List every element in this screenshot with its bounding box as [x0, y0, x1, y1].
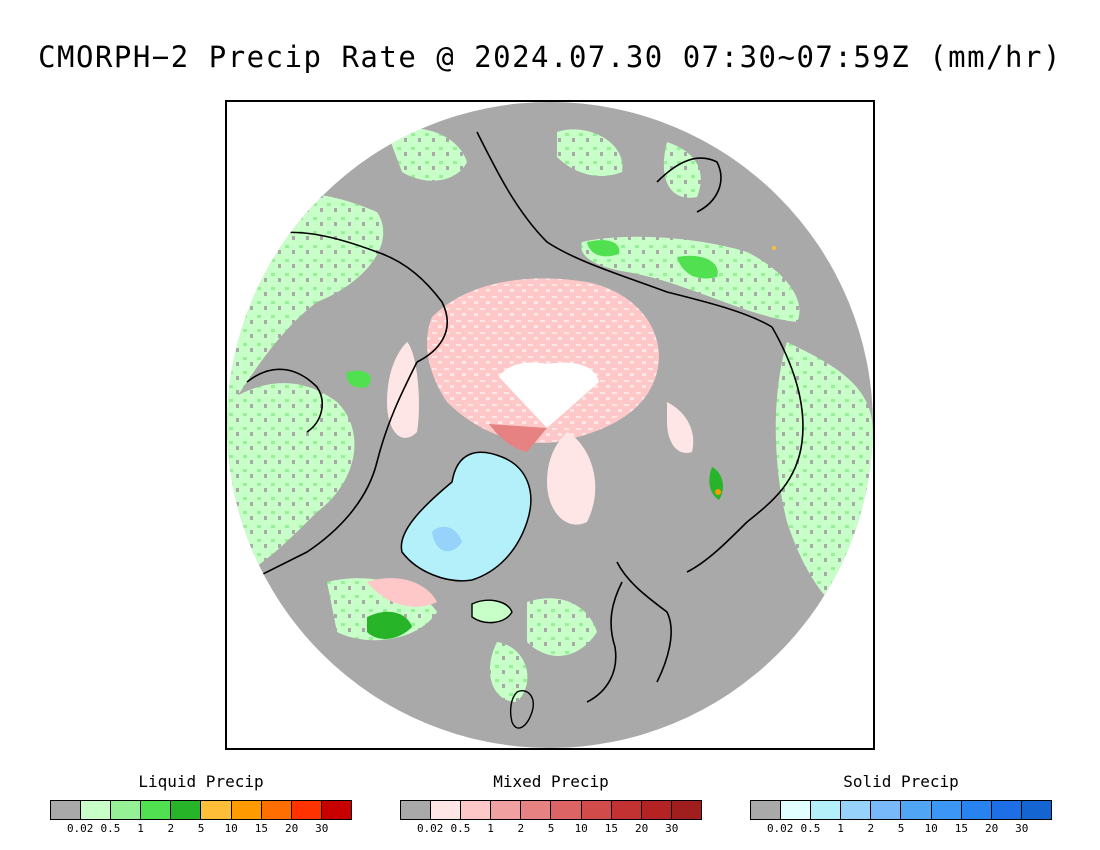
heavy-liquid-cells [346, 240, 776, 639]
legend-swatch [81, 801, 112, 819]
coastlines [246, 131, 804, 703]
mixed-heavy-wedge [489, 424, 547, 452]
legend-title: Mixed Precip [493, 772, 609, 791]
legend-swatch [991, 801, 1022, 819]
legend-tick-label: 0.02 [416, 822, 444, 835]
legend-swatch [841, 801, 872, 819]
legend-swatch [1021, 801, 1051, 819]
legend-tick-label: 15 [254, 822, 269, 835]
legend-tick-label: 5 [197, 822, 205, 835]
greenland-solid-precip [432, 526, 462, 552]
legend-title: Liquid Precip [138, 772, 264, 791]
legend-swatch [811, 801, 842, 819]
legend-tick-label: 30 [1015, 822, 1029, 835]
legend-swatch [201, 801, 232, 819]
legend-swatch [581, 801, 612, 819]
legend-swatch [931, 801, 962, 819]
legend-colorbar [750, 800, 1052, 820]
legend-tick-label: 1 [837, 822, 844, 835]
legend-tick-label: 5 [547, 822, 555, 835]
legend-tick-label: 10 [924, 822, 938, 835]
legend-swatch [871, 801, 902, 819]
mixed-precip-areas [367, 278, 694, 607]
legend-tick-label: 20 [634, 822, 649, 835]
legend-tick-label: 20 [284, 822, 299, 835]
legend-swatch [491, 801, 522, 819]
legend-ticks: 0.02 0.5 1 2 5 10 15 20 30 [400, 822, 702, 836]
legend-tick-label: 0.5 [800, 822, 821, 835]
legend-tick-label: 15 [604, 822, 619, 835]
legend-swatch [751, 801, 782, 819]
legend-swatch [781, 801, 812, 819]
legend-swatch [431, 801, 462, 819]
legend-colorbar [50, 800, 352, 820]
legend-title: Solid Precip [843, 772, 959, 791]
legend-tick-label: 0.5 [100, 822, 121, 835]
legend-tick-label: 2 [167, 822, 175, 835]
legend-liquid: Liquid Precip 0.02 0.5 1 2 5 10 15 20 30 [50, 772, 352, 836]
legend-ticks: 0.02 0.5 1 2 5 10 15 20 30 [50, 822, 352, 836]
legend-swatch [321, 801, 351, 819]
legend-swatch [171, 801, 202, 819]
legend-colorbar [400, 800, 702, 820]
legend-tick-label: 10 [574, 822, 588, 835]
legend-tick-label: 0.5 [450, 822, 471, 835]
legend-ticks: 0.02 0.5 1 2 5 10 15 20 30 [750, 822, 1052, 836]
legend-swatch [261, 801, 292, 819]
legend-tick-label: 1 [137, 822, 144, 835]
legend-tick-label: 20 [984, 822, 999, 835]
legend-tick-label: 0.02 [766, 822, 794, 835]
legend-swatch [521, 801, 552, 819]
iceland-landmass [471, 599, 513, 624]
legend-tick-label: 1 [487, 822, 494, 835]
legend-tick-label: 10 [224, 822, 238, 835]
legend-swatch [291, 801, 322, 819]
legend-swatch [401, 801, 432, 819]
british-isles-landmass [509, 690, 534, 729]
legend-tick-label: 2 [867, 822, 875, 835]
legend-swatch [641, 801, 672, 819]
polar-map [225, 100, 875, 750]
legend-swatch [111, 801, 142, 819]
legend-tick-label: 30 [315, 822, 329, 835]
legend-tick-label: 5 [897, 822, 905, 835]
legend-solid: Solid Precip 0.02 0.5 1 2 5 10 15 20 30 [750, 772, 1052, 836]
polar-map-svg [227, 102, 873, 748]
legend-swatch [461, 801, 492, 819]
legend-tick-label: 30 [665, 822, 679, 835]
map-title: CMORPH−2 Precip Rate @ 2024.07.30 07:30~… [38, 40, 1062, 74]
legend-swatch [671, 801, 701, 819]
legend-swatch [141, 801, 172, 819]
legend-tick-label: 15 [954, 822, 969, 835]
legend-swatch [611, 801, 642, 819]
legend-swatch [231, 801, 262, 819]
missing-data-wedge [499, 362, 599, 428]
legend-tick-label: 0.02 [66, 822, 94, 835]
legend-mixed: Mixed Precip 0.02 0.5 1 2 5 10 15 20 30 [400, 772, 702, 836]
greenland-landmass [400, 451, 532, 582]
legend-tick-label: 2 [517, 822, 525, 835]
legend-swatch [961, 801, 992, 819]
legend-swatch [51, 801, 82, 819]
legend-swatch [901, 801, 932, 819]
legend-swatch [551, 801, 582, 819]
